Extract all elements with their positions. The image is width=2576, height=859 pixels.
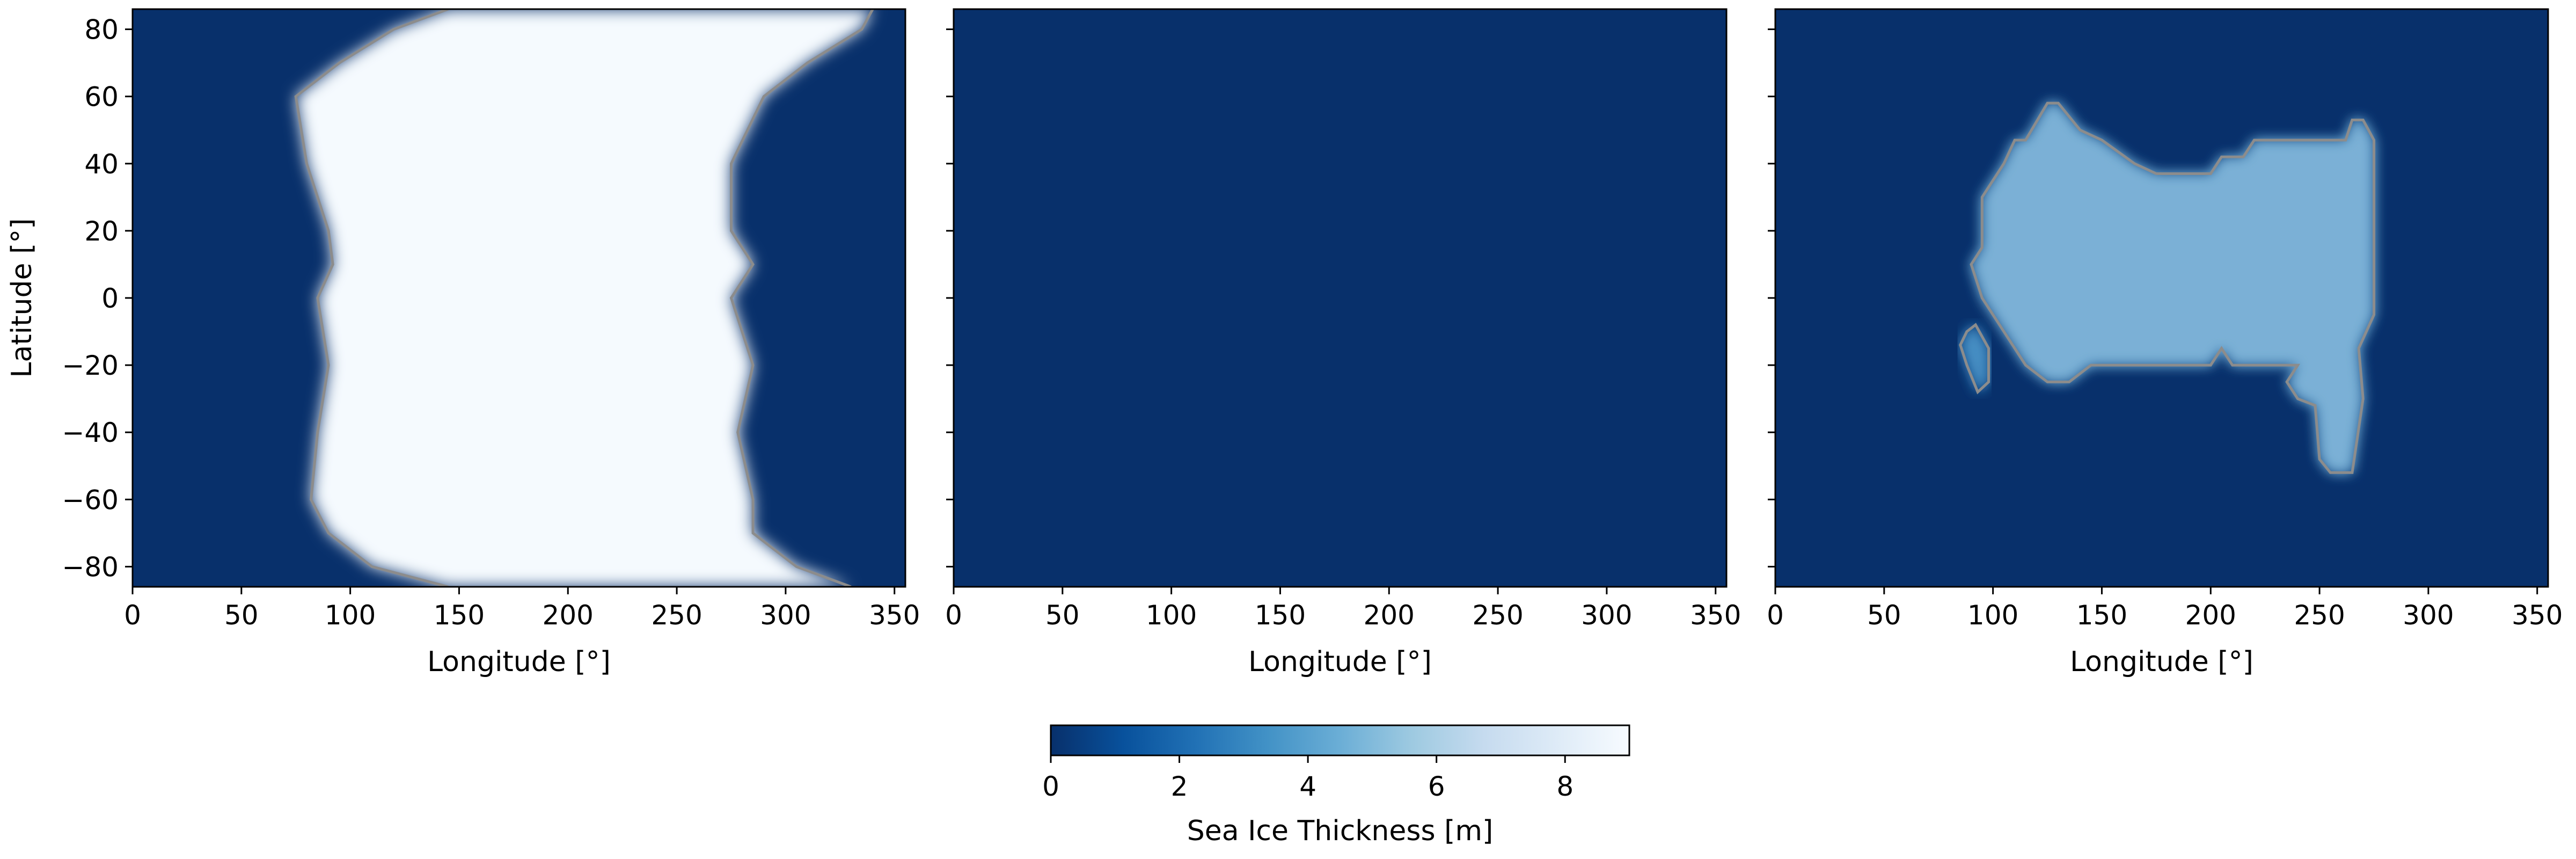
x-tick-label: 350 — [1690, 600, 1741, 631]
x-tick-label: 200 — [543, 600, 594, 631]
x-tick-label: 350 — [869, 600, 920, 631]
x-tick-label: 200 — [2185, 600, 2236, 631]
plot-area — [1775, 9, 2548, 587]
colorbar-tick-label: 2 — [1171, 771, 1188, 802]
ice-contour-west — [294, 9, 449, 587]
colorbar-tick-label: 0 — [1042, 771, 1059, 802]
ice-field — [296, 9, 873, 587]
x-tick-label: 150 — [434, 600, 485, 631]
ice-patch-contour — [1959, 323, 1990, 395]
panel-left: 0 50 100 150 200 250 300 350 −80 −60 −40 −20 0 20 40 60… — [6, 8, 920, 678]
y-tick-label: 60 — [84, 82, 119, 113]
colorbar: 0 2 4 6 8 Sea Ice Thickness [m] — [1042, 724, 1630, 847]
x-axis-label: Longitude [°] — [427, 646, 611, 678]
x-tick-label: 100 — [325, 600, 376, 631]
x-tick-label: 100 — [1146, 600, 1197, 631]
x-tick-label: 150 — [2076, 600, 2127, 631]
colorbar-label: Sea Ice Thickness [m] — [1187, 815, 1494, 847]
y-tick-label: −40 — [62, 417, 119, 448]
plot-area — [133, 9, 905, 587]
y-tick-label: 40 — [84, 149, 119, 180]
x-tick-label: 300 — [2403, 600, 2454, 631]
y-tick-label: −20 — [62, 350, 119, 381]
x-tick-label: 100 — [1967, 600, 2018, 631]
x-axis-label: Longitude [°] — [1248, 646, 1432, 678]
ice-patch-contour — [1970, 101, 2375, 474]
colorbar-ticks: 0 2 4 6 8 — [1042, 755, 1574, 802]
plot-area — [954, 9, 1726, 587]
x-axis-label: Longitude [°] — [2070, 646, 2253, 678]
y-tick-label: −60 — [62, 484, 119, 515]
colorbar-tick-label: 6 — [1428, 771, 1445, 802]
x-tick-label: 250 — [2294, 600, 2345, 631]
x-tick-label: 50 — [1045, 600, 1080, 631]
colorbar-tick-label: 4 — [1299, 771, 1316, 802]
ice-contour-east — [729, 9, 874, 587]
x-tick-label: 50 — [224, 600, 259, 631]
x-tick-label: 300 — [760, 600, 811, 631]
x-tick-label: 350 — [2512, 600, 2563, 631]
y-tick-label: −80 — [62, 551, 119, 583]
x-tick-label: 250 — [1472, 600, 1523, 631]
colorbar-gradient — [1050, 724, 1630, 756]
x-tick-label: 200 — [1364, 600, 1415, 631]
x-tick-label: 0 — [1767, 600, 1784, 631]
x-tick-label: 50 — [1867, 600, 1901, 631]
panel-right: 0 50 100 150 200 250 300 350 Longitude [°] — [1767, 8, 2563, 678]
ice-patch-core — [1960, 325, 1989, 392]
x-tick-label: 250 — [651, 600, 702, 631]
y-tick-label: 0 — [101, 283, 119, 314]
ice-patch-core — [1971, 103, 2374, 473]
panel-middle: 0 50 100 150 200 250 300 350 Longitude [°] — [945, 8, 1741, 678]
y-tick-label: 80 — [84, 14, 119, 46]
x-tick-label: 300 — [1581, 600, 1632, 631]
x-tick-label: 0 — [945, 600, 962, 631]
colorbar-tick-label: 8 — [1556, 771, 1574, 802]
y-tick-label: 20 — [84, 216, 119, 247]
x-tick-label: 0 — [124, 600, 141, 631]
y-axis-label: Latitude [°] — [6, 218, 38, 377]
ocean-field — [954, 9, 1726, 587]
x-tick-label: 150 — [1255, 600, 1306, 631]
